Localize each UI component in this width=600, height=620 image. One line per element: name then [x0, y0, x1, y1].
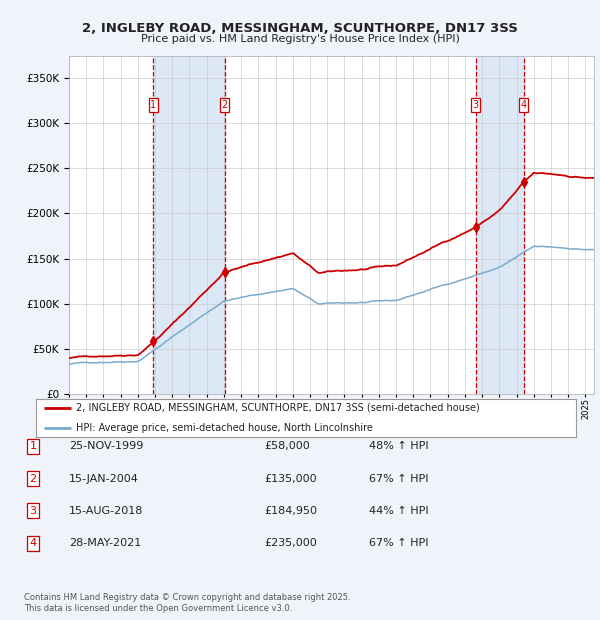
- Text: Price paid vs. HM Land Registry's House Price Index (HPI): Price paid vs. HM Land Registry's House …: [140, 34, 460, 44]
- Text: 4: 4: [521, 100, 527, 110]
- Bar: [476, 56, 524, 394]
- Text: HPI: Average price, semi-detached house, North Lincolnshire: HPI: Average price, semi-detached house,…: [77, 423, 373, 433]
- Text: 67% ↑ HPI: 67% ↑ HPI: [369, 538, 428, 548]
- Bar: [154, 56, 224, 394]
- Text: Contains HM Land Registry data © Crown copyright and database right 2025.
This d: Contains HM Land Registry data © Crown c…: [24, 593, 350, 613]
- Text: 67% ↑ HPI: 67% ↑ HPI: [369, 474, 428, 484]
- Text: 2, INGLEBY ROAD, MESSINGHAM, SCUNTHORPE, DN17 3SS (semi-detached house): 2, INGLEBY ROAD, MESSINGHAM, SCUNTHORPE,…: [77, 403, 480, 413]
- Text: 2, INGLEBY ROAD, MESSINGHAM, SCUNTHORPE, DN17 3SS: 2, INGLEBY ROAD, MESSINGHAM, SCUNTHORPE,…: [82, 22, 518, 35]
- Text: 2: 2: [29, 474, 37, 484]
- Text: 25-NOV-1999: 25-NOV-1999: [69, 441, 143, 451]
- Text: £58,000: £58,000: [264, 441, 310, 451]
- Text: 3: 3: [29, 506, 37, 516]
- Text: 4: 4: [29, 538, 37, 548]
- Text: 44% ↑ HPI: 44% ↑ HPI: [369, 506, 428, 516]
- Text: £235,000: £235,000: [264, 538, 317, 548]
- Text: £184,950: £184,950: [264, 506, 317, 516]
- Text: 1: 1: [29, 441, 37, 451]
- Text: 2: 2: [221, 100, 228, 110]
- Text: 48% ↑ HPI: 48% ↑ HPI: [369, 441, 428, 451]
- Text: £135,000: £135,000: [264, 474, 317, 484]
- Text: 15-AUG-2018: 15-AUG-2018: [69, 506, 143, 516]
- Text: 15-JAN-2004: 15-JAN-2004: [69, 474, 139, 484]
- Text: 28-MAY-2021: 28-MAY-2021: [69, 538, 141, 548]
- Text: 3: 3: [473, 100, 479, 110]
- Text: 1: 1: [150, 100, 157, 110]
